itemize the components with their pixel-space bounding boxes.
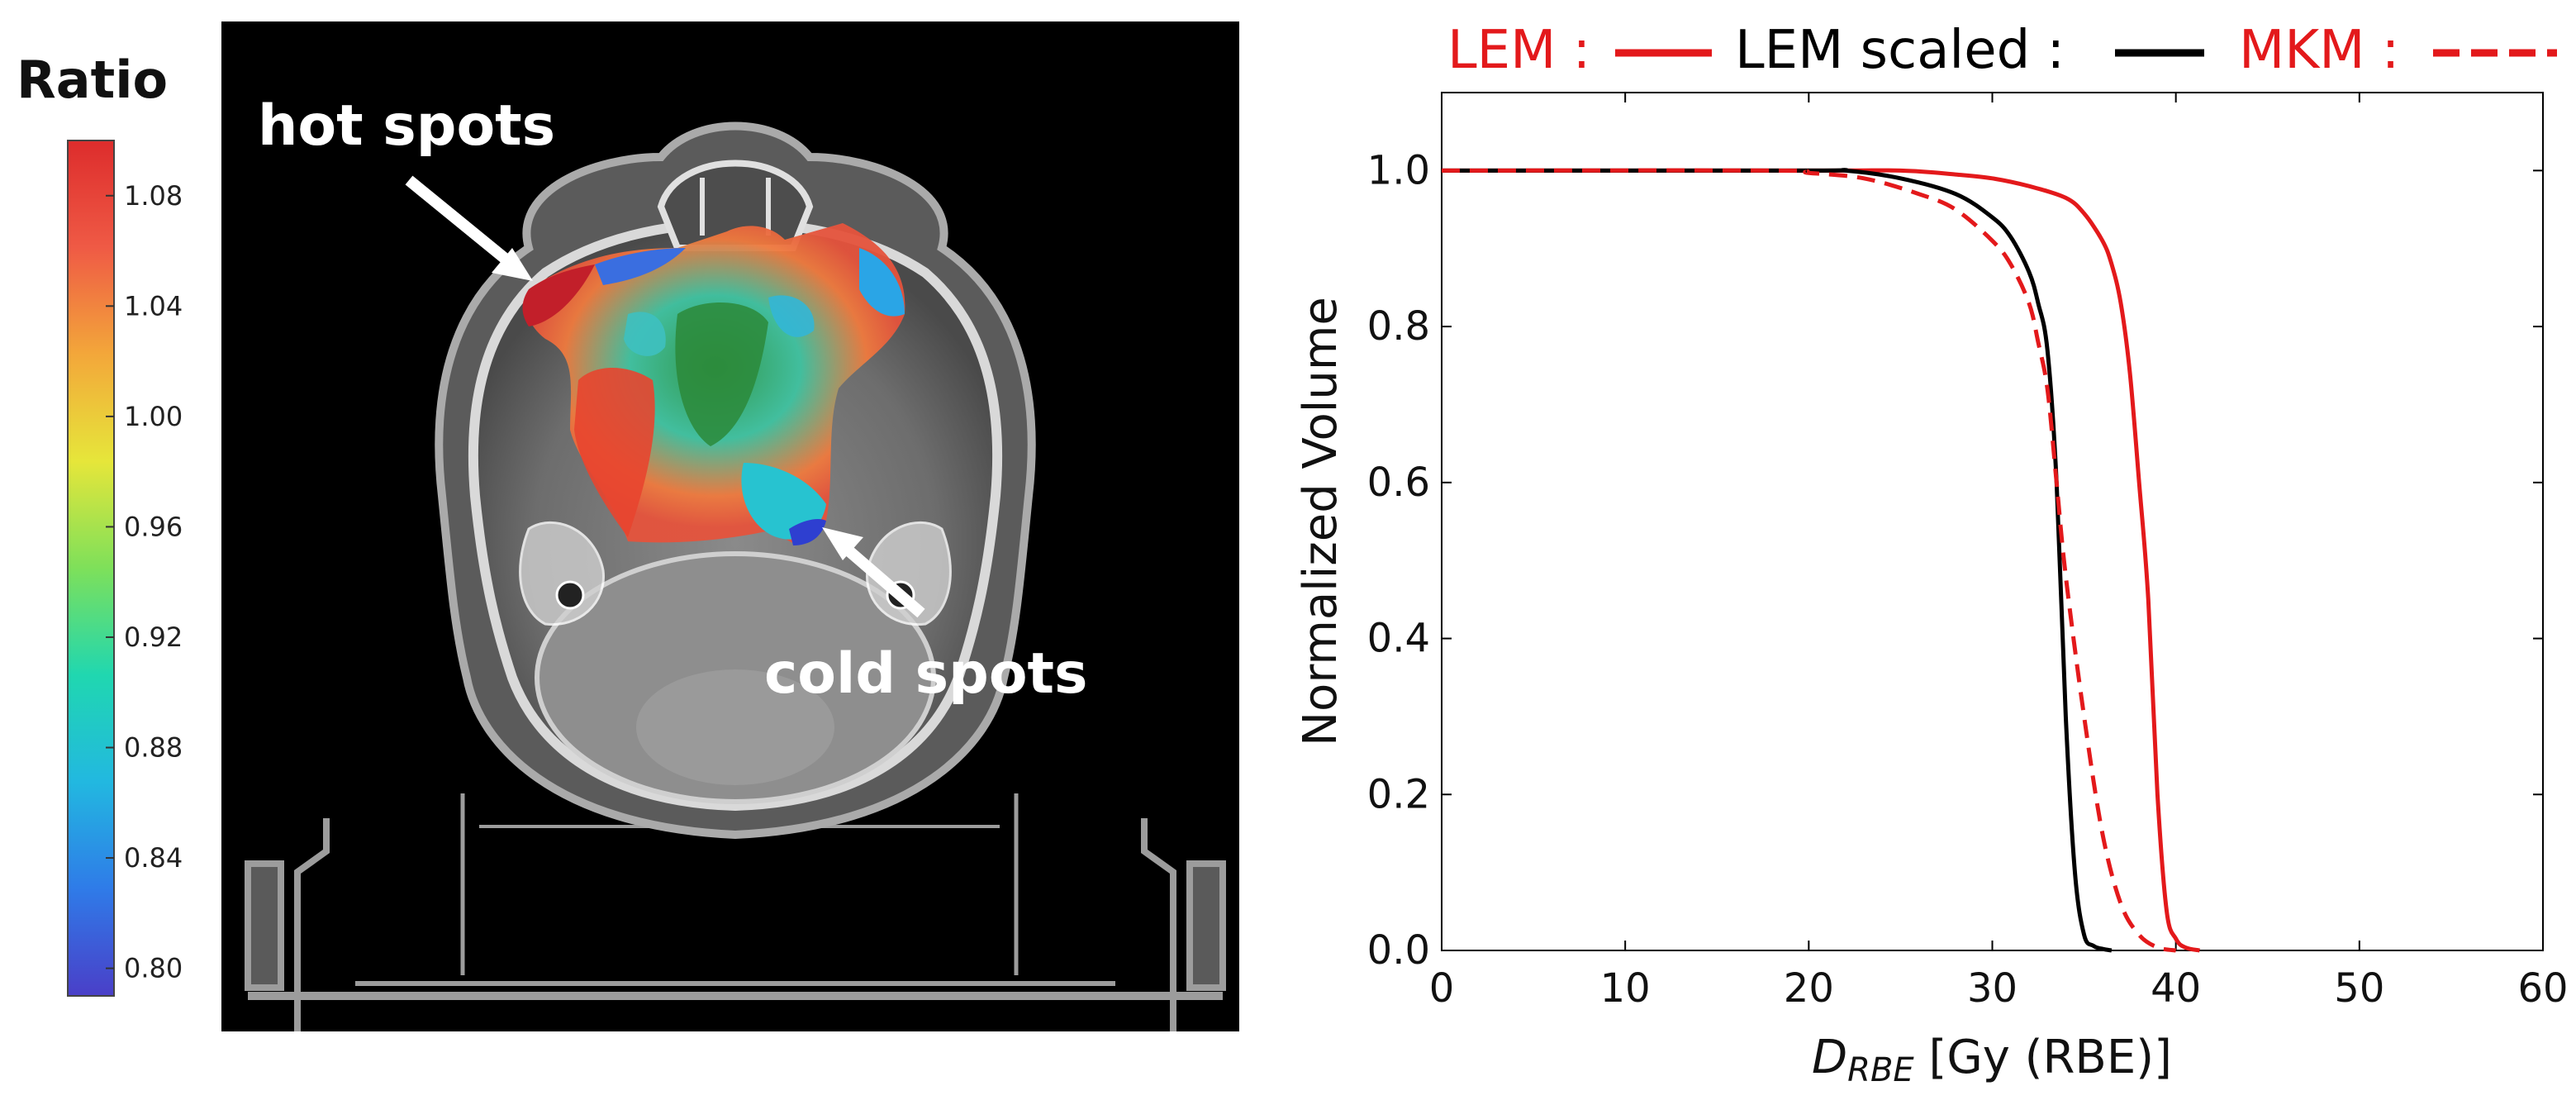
cold-spots-arrow bbox=[822, 527, 925, 618]
x-tick-label: 60 bbox=[2517, 965, 2568, 1012]
x-tick-label: 40 bbox=[2151, 965, 2201, 1012]
colorbar-tick-label: 1.08 bbox=[124, 180, 183, 212]
hot-spots-arrow bbox=[405, 175, 533, 281]
colorbar-tick-label: 0.96 bbox=[124, 511, 183, 542]
x-tick-label: 0 bbox=[1429, 965, 1455, 1012]
x-tick-label: 20 bbox=[1784, 965, 1834, 1012]
colorbar-tick-label: 0.92 bbox=[124, 622, 183, 653]
colorbar-bar bbox=[67, 140, 115, 997]
colorbar-title: Ratio bbox=[17, 50, 168, 110]
x-axis-label-rest: [Gy (RBE)] bbox=[1914, 1031, 2172, 1084]
colorbar-tick-label: 1.00 bbox=[124, 401, 183, 432]
plot-frame bbox=[1441, 92, 2544, 951]
hot-spots-label: hot spots bbox=[258, 93, 555, 159]
y-axis-label: Normalized Volume bbox=[1294, 297, 1347, 746]
x-axis-label-main: D bbox=[1812, 1031, 1847, 1084]
series-lem-scaled-line bbox=[1441, 168, 2113, 953]
y-tick-label: 0.8 bbox=[1367, 303, 1430, 350]
legend-mkm-label: MKM : bbox=[2239, 20, 2399, 81]
ct-frame bbox=[245, 793, 1226, 1031]
plot: 0 10 20 30 40 50 60 0.0 0.2 0.4 0.6 0.8 1.0 Normali… bbox=[1294, 92, 2569, 1089]
x-tick-label: 50 bbox=[2334, 965, 2384, 1012]
legend-lem-scaled-label: LEM scaled : bbox=[1735, 20, 2065, 81]
x-axis-label: DRBE [Gy (RBE)] bbox=[1812, 1031, 2172, 1089]
y-tick-label: 0.6 bbox=[1367, 460, 1430, 506]
colorbar: Ratio 1.08 1.04 1.00 0.96 0.92 0.88 0.84 0.80 bbox=[17, 50, 183, 997]
y-tick-label: 0.2 bbox=[1367, 771, 1430, 817]
colorbar-tick-label: 0.80 bbox=[124, 953, 183, 984]
colorbar-tick-label: 0.88 bbox=[124, 732, 183, 764]
colorbar-tick-label: 0.84 bbox=[124, 842, 183, 874]
brainstem bbox=[636, 669, 834, 785]
temporal-bones bbox=[519, 521, 952, 626]
legend-lem-label: LEM : bbox=[1447, 20, 1590, 81]
colorbar-tick-label: 1.04 bbox=[124, 290, 183, 321]
colorbar-ticks: 1.08 1.04 1.00 0.96 0.92 0.88 0.84 0.80 bbox=[106, 180, 183, 984]
legend: LEM : LEM scaled : MKM : bbox=[1447, 20, 2557, 81]
ct-image: hot spots cold spots bbox=[221, 21, 1239, 1031]
x-tick-label: 30 bbox=[1967, 965, 2018, 1012]
series-lem-line bbox=[1441, 168, 2201, 953]
y-tick-label: 0.4 bbox=[1367, 616, 1430, 662]
series-mkm-line bbox=[1441, 168, 2177, 953]
cold-spots-label: cold spots bbox=[764, 641, 1088, 707]
x-axis-label-sub: RBE bbox=[1847, 1051, 1914, 1089]
nasal-structure bbox=[657, 160, 814, 251]
y-axis-ticks: 0.0 0.2 0.4 0.6 0.8 1.0 bbox=[1367, 147, 2543, 974]
x-axis-ticks: 0 10 20 30 40 50 60 bbox=[1429, 93, 2569, 1012]
series-layer bbox=[1441, 168, 2201, 953]
y-tick-label: 1.0 bbox=[1367, 147, 1430, 193]
y-tick-label: 0.0 bbox=[1367, 927, 1430, 974]
x-tick-label: 10 bbox=[1600, 965, 1651, 1012]
ratio-overlay bbox=[522, 223, 905, 545]
